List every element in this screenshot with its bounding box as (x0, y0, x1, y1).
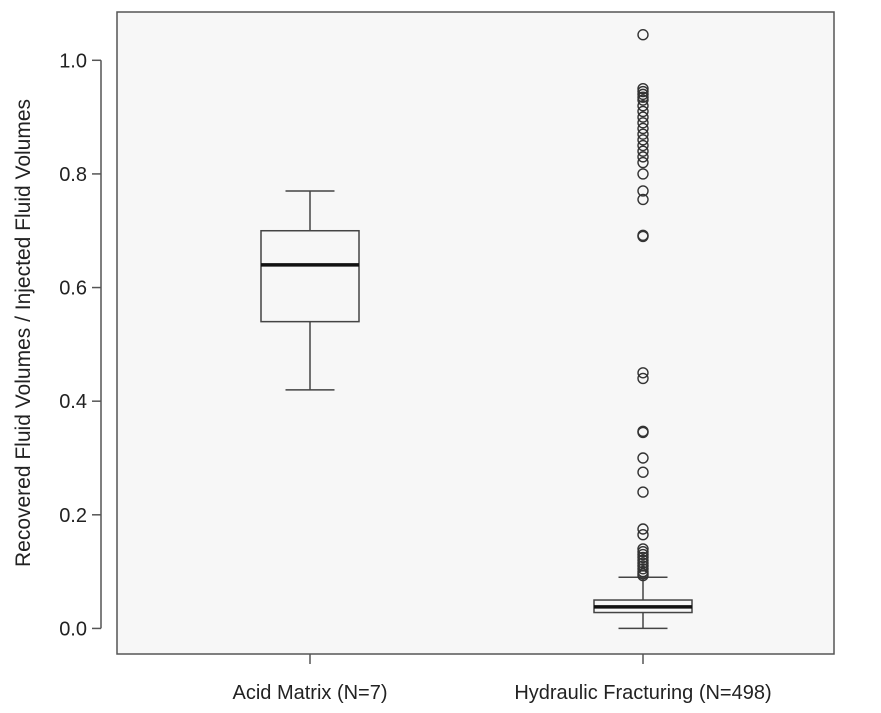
outlier-point (637, 551, 649, 564)
y-axis: 0.0 0.2 0.4 0.6 0.8 1.0 (59, 50, 102, 640)
y-tick-label: 0.0 (59, 618, 87, 640)
outlier-point (637, 425, 649, 437)
outlier-point (637, 367, 649, 379)
outlier-point (637, 372, 649, 385)
outlier-point (637, 528, 649, 541)
outlier-point (637, 100, 649, 112)
outlier-point (637, 560, 649, 572)
x-tick-label: Acid Matrix (N=7) (232, 682, 387, 704)
outlier-point (637, 117, 649, 129)
outlier-point (637, 151, 649, 163)
outlier-point (637, 543, 649, 555)
x-tick-label: Hydraulic Fracturing (N=498) (514, 682, 771, 704)
outlier-point (637, 557, 649, 569)
x-axis: Acid Matrix (N=7) Hydraulic Fracturing (N… (232, 654, 772, 704)
y-tick-label: 0.4 (59, 391, 87, 413)
boxes-layer (260, 29, 693, 630)
outlier-point (637, 554, 649, 566)
iqr-box (260, 229, 360, 323)
outlier-point (637, 193, 649, 206)
y-axis-label: Recovered Fluid Volumes / Injected Fluid… (12, 99, 35, 567)
outlier-point (637, 105, 649, 118)
outlier-point (637, 563, 649, 575)
outlier-point (637, 85, 649, 98)
outlier-point (637, 139, 649, 152)
outlier-point (637, 128, 649, 140)
outlier-point (637, 565, 649, 578)
y-tick-label: 1.0 (59, 50, 87, 72)
outlier-point (637, 185, 649, 197)
outlier-point (637, 29, 649, 41)
outlier-point (637, 94, 649, 106)
outlier-point (637, 548, 649, 561)
outlier-point (637, 466, 649, 478)
outlier-point (637, 82, 649, 95)
outlier-point (637, 91, 649, 103)
outlier-point (637, 523, 649, 535)
outlier-point (637, 168, 649, 180)
y-tick-label: 0.8 (59, 164, 87, 186)
plot-background (116, 11, 835, 655)
outlier-point (637, 452, 649, 464)
outlier-point (637, 145, 649, 157)
outlier-point (637, 546, 649, 558)
y-tick-label: 0.6 (59, 278, 87, 300)
y-tick-label: 0.2 (59, 505, 87, 527)
outlier-point (637, 111, 649, 123)
outlier-point (637, 486, 649, 498)
outlier-point (637, 88, 649, 101)
outlier-point (637, 134, 649, 146)
box-group (593, 29, 693, 630)
outlier-point (637, 229, 649, 241)
outlier-point (637, 122, 649, 135)
box-group (260, 190, 360, 391)
outlier-point (637, 156, 649, 169)
